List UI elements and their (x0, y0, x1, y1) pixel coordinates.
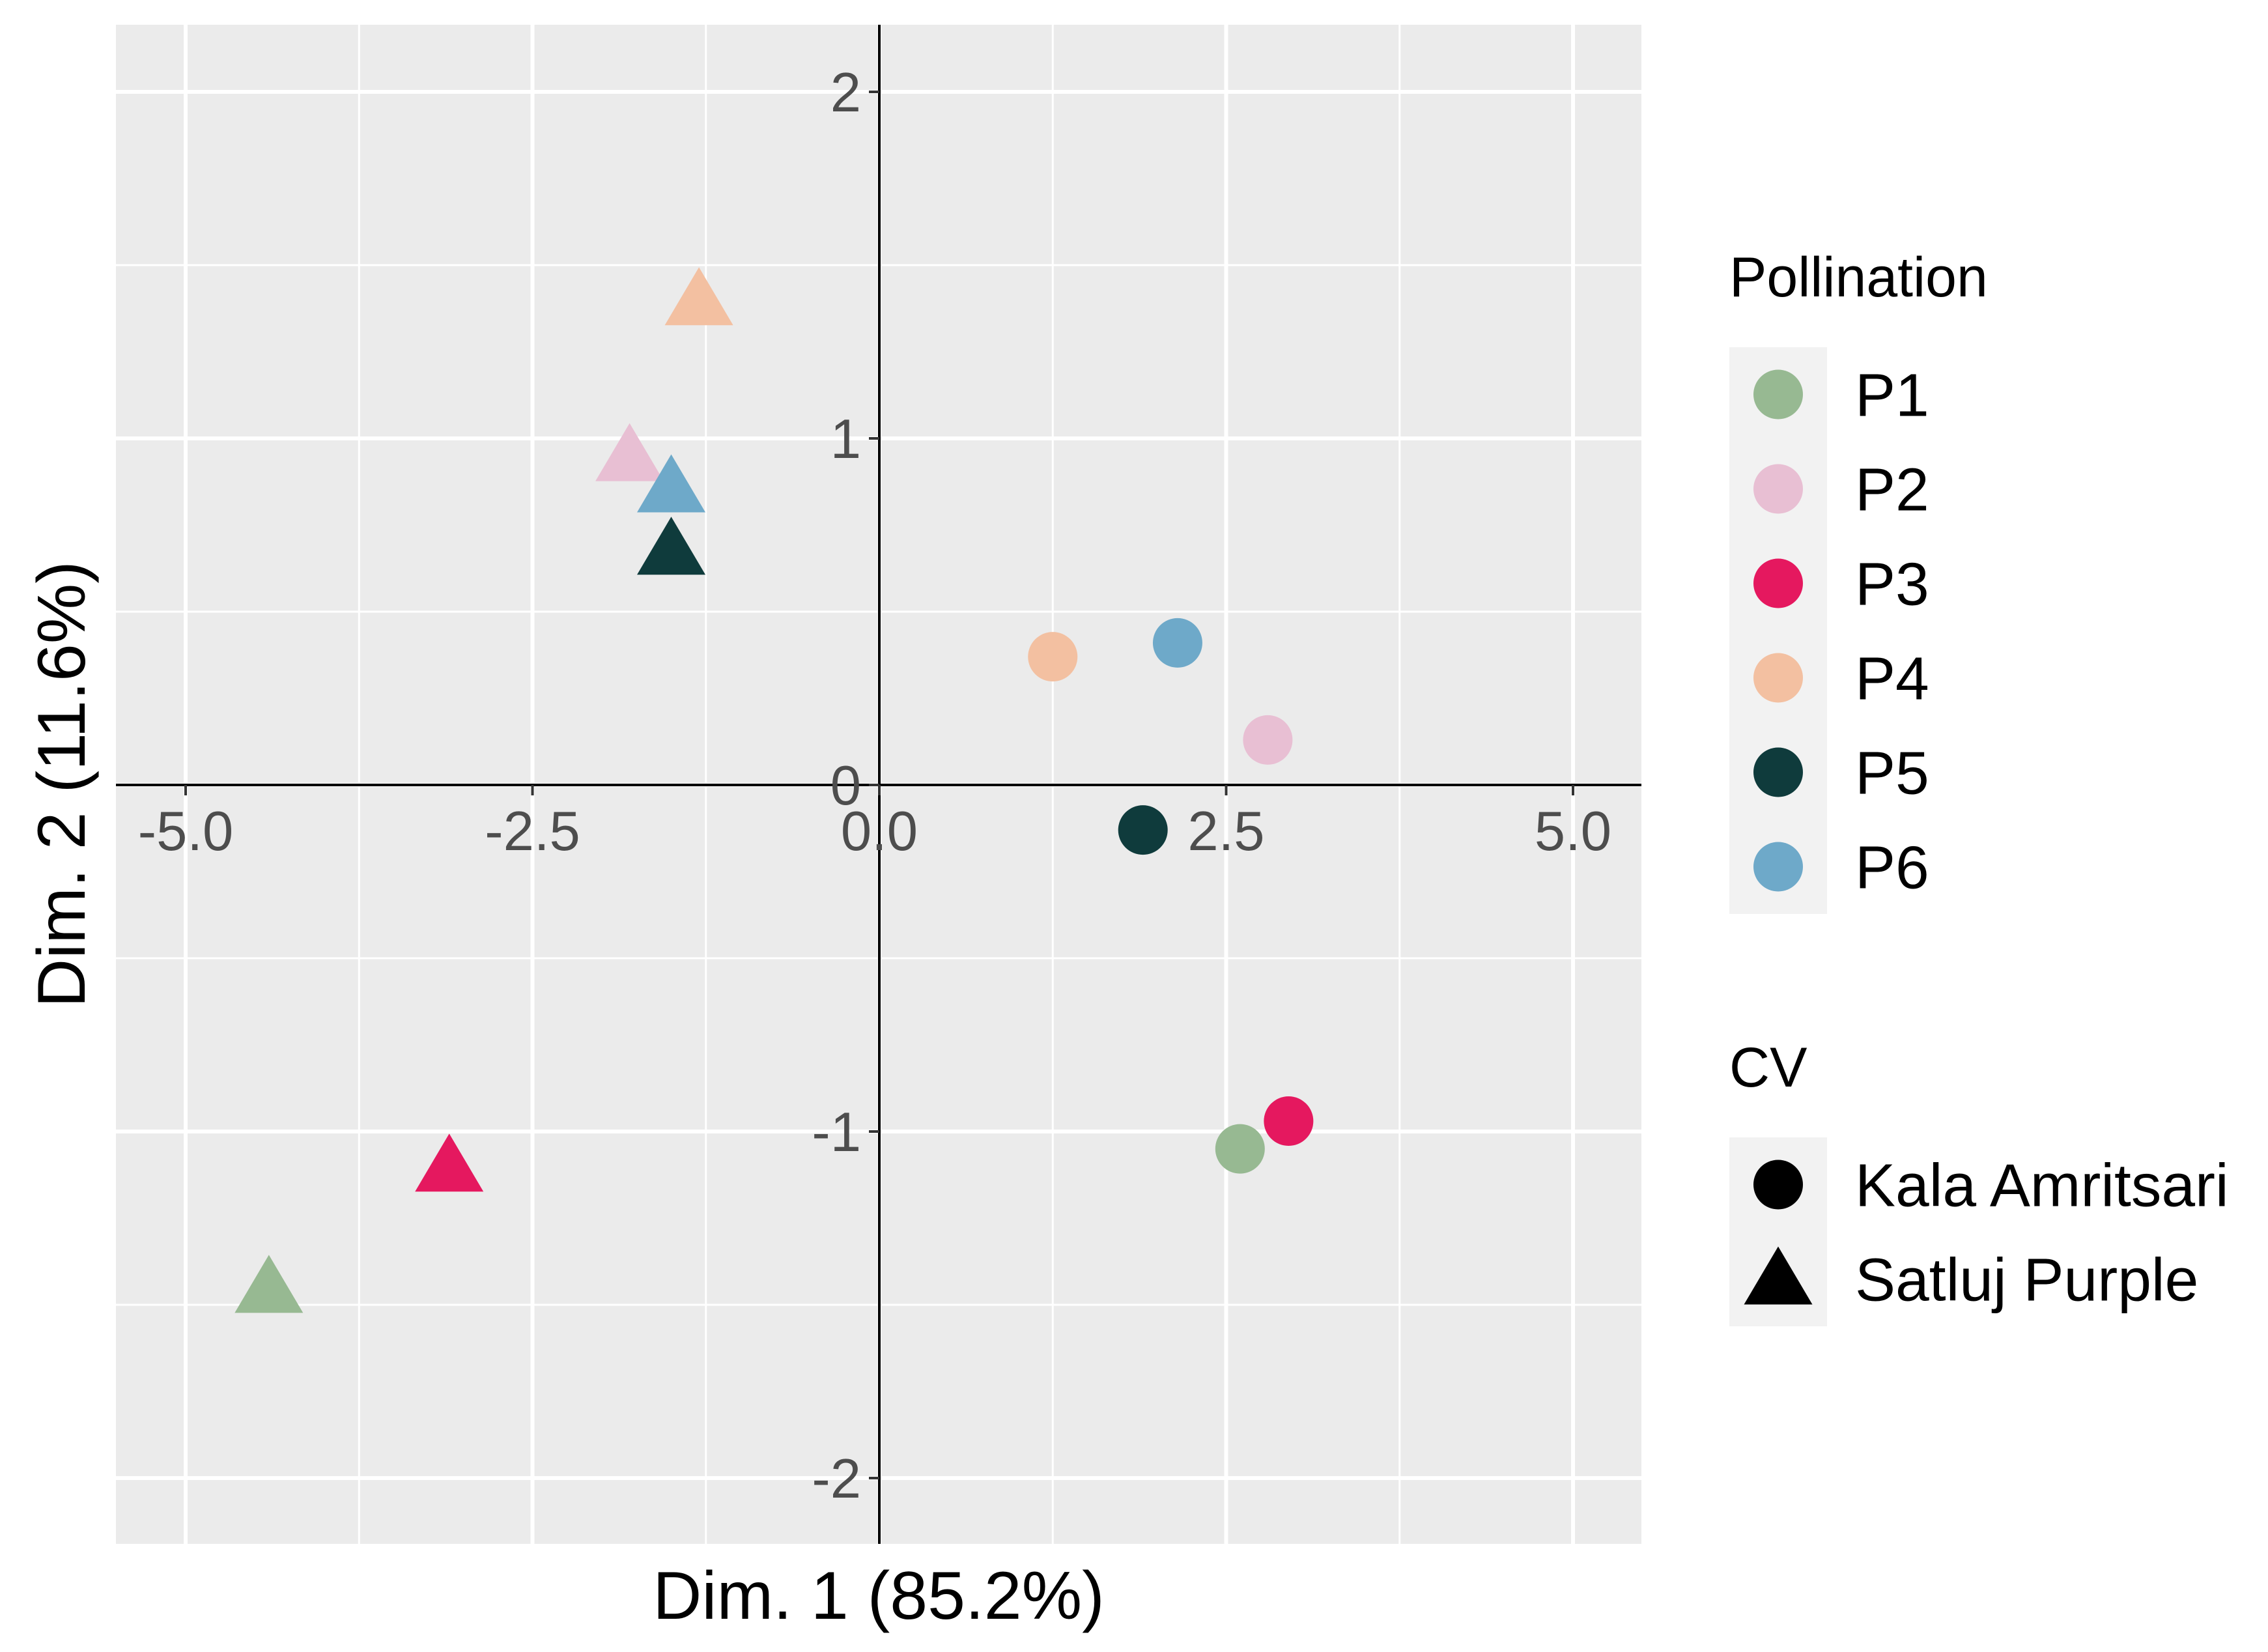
legend-label: P4 (1855, 645, 1929, 713)
x-tick-label: -2.5 (485, 801, 580, 862)
y-tick-label: 0 (830, 755, 861, 817)
legend-key-p5 (1753, 747, 1803, 797)
data-points (234, 267, 1314, 1313)
x-axis-title: Dim. 1 (85.2%) (653, 1558, 1105, 1634)
legend-key-satluj-purple (1744, 1246, 1813, 1305)
point-satluj-purple-p3 (415, 1133, 484, 1192)
legend-key-p6 (1753, 842, 1803, 892)
y-tick-label: -2 (812, 1448, 861, 1510)
point-satluj-purple-p2 (595, 423, 664, 481)
y-axis-title: Dim. 2 (11.6%) (24, 561, 100, 1008)
x-tick-label: 2.5 (1187, 801, 1264, 862)
y-tick-label: 1 (830, 408, 861, 470)
point-satluj-purple-p4 (664, 267, 733, 326)
point-satluj-purple-p1 (234, 1255, 304, 1313)
y-tick-label: 2 (830, 62, 861, 124)
legend-label: P3 (1855, 550, 1929, 618)
legend-label: Satluj Purple (1855, 1246, 2198, 1314)
axes (116, 25, 1641, 1544)
legend-key-p2 (1753, 464, 1803, 514)
legend-title-shape: CV (1729, 1036, 1807, 1099)
legend-label: Kala Amritsari (1855, 1152, 2229, 1219)
point-satluj-purple-p5 (637, 517, 705, 575)
legend-key-background (1729, 347, 1827, 914)
legend-key-kala-amritsari (1753, 1160, 1803, 1210)
legend-label: P5 (1855, 739, 1929, 807)
tick-labels: -5.0 -2.5 0.0 2.5 5.0 2 1 0 -1 -2 (138, 62, 1611, 1510)
point-kala-amritsari-p4 (1028, 632, 1078, 682)
legend-title-color: Pollination (1729, 246, 1988, 309)
x-tick-label: 5.0 (1535, 801, 1611, 862)
point-kala-amritsari-p1 (1215, 1124, 1265, 1174)
point-kala-amritsari-p5 (1118, 805, 1168, 855)
y-tick-label: -1 (812, 1102, 861, 1163)
x-tick-label: -5.0 (138, 801, 233, 862)
legend-label: P1 (1855, 362, 1929, 429)
point-kala-amritsari-p6 (1152, 618, 1202, 668)
legend-label: P2 (1855, 456, 1929, 524)
point-kala-amritsari-p3 (1264, 1096, 1314, 1146)
legends: Pollination P1 P2 P3 P4 P5 P6 CV Kala Amritsari S… (1729, 246, 2229, 1326)
point-kala-amritsari-p2 (1243, 715, 1293, 765)
legend-key-p1 (1753, 369, 1803, 420)
point-satluj-purple-p6 (637, 454, 705, 513)
x-tick-label: 0.0 (841, 801, 918, 862)
legend-key-p3 (1753, 558, 1803, 608)
legend-key-p4 (1753, 653, 1803, 703)
legend-label: P6 (1855, 834, 1929, 902)
